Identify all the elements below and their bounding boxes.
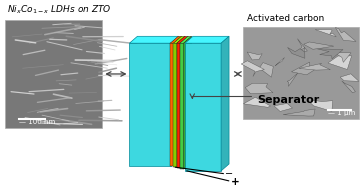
Polygon shape — [304, 42, 334, 49]
Polygon shape — [130, 43, 171, 166]
Polygon shape — [241, 61, 264, 77]
Polygon shape — [174, 36, 182, 166]
Polygon shape — [335, 53, 351, 62]
Text: Separator: Separator — [258, 95, 320, 105]
Polygon shape — [292, 62, 319, 75]
Polygon shape — [180, 43, 183, 169]
Polygon shape — [275, 57, 285, 66]
Polygon shape — [342, 81, 355, 93]
Polygon shape — [180, 36, 188, 168]
Text: Activated carbon: Activated carbon — [247, 14, 324, 23]
Polygon shape — [335, 27, 356, 41]
Polygon shape — [317, 49, 343, 59]
Polygon shape — [183, 36, 191, 169]
Polygon shape — [171, 36, 179, 166]
Polygon shape — [170, 43, 174, 166]
Polygon shape — [328, 56, 352, 70]
Polygon shape — [174, 43, 177, 167]
Polygon shape — [185, 36, 229, 43]
Text: — 1 μm: — 1 μm — [328, 110, 355, 116]
Bar — [243, 27, 359, 119]
Polygon shape — [340, 74, 359, 81]
Bar — [5, 20, 102, 128]
Polygon shape — [221, 36, 229, 171]
Polygon shape — [287, 73, 298, 86]
Polygon shape — [177, 36, 185, 167]
Polygon shape — [177, 43, 180, 168]
Text: Ni$_x$Co$_{1-x}$ LDHs on ZTO: Ni$_x$Co$_{1-x}$ LDHs on ZTO — [7, 4, 111, 16]
Polygon shape — [247, 52, 262, 60]
Polygon shape — [177, 36, 188, 43]
Polygon shape — [245, 83, 273, 94]
Polygon shape — [174, 36, 185, 43]
Polygon shape — [244, 97, 270, 107]
Polygon shape — [307, 100, 333, 111]
Polygon shape — [288, 47, 305, 58]
Polygon shape — [130, 36, 179, 43]
Polygon shape — [283, 109, 315, 116]
Polygon shape — [180, 36, 191, 43]
Polygon shape — [274, 103, 293, 112]
Polygon shape — [185, 43, 221, 171]
Polygon shape — [259, 63, 273, 77]
Text: — 100 nm: — 100 nm — [19, 119, 56, 125]
Polygon shape — [315, 29, 336, 37]
Polygon shape — [170, 36, 182, 43]
Text: −: − — [225, 170, 233, 180]
Polygon shape — [297, 39, 307, 52]
Polygon shape — [299, 63, 331, 70]
Text: +: + — [230, 177, 239, 187]
